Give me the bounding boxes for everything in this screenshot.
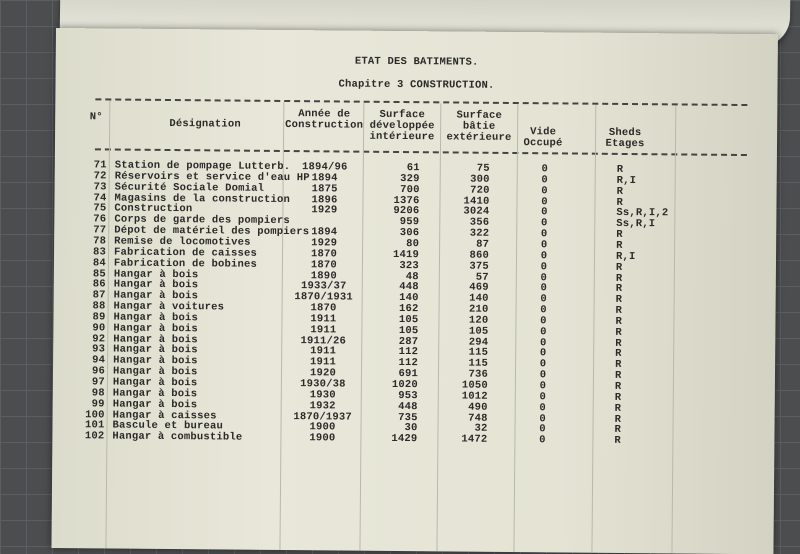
cell-year <box>279 216 369 217</box>
cell-surface-dev: 323 <box>399 259 419 272</box>
cell-year: 1900 <box>309 432 336 445</box>
col-header-year: Année de Construction <box>285 108 364 132</box>
cell-no: 102 <box>84 430 105 443</box>
col-header-designation: Désignation <box>169 117 241 131</box>
col-header-surface-dev: Surface développée intérieure <box>369 108 435 144</box>
col-header-surface-batie: Surface bâtie extérieure <box>446 109 512 144</box>
cell-surface-batie: 1472 <box>461 433 488 447</box>
col-header-vide: Vide Occupé <box>523 126 563 150</box>
cell-surface-batie: 375 <box>469 260 489 273</box>
header-top-rule <box>95 98 748 107</box>
col-header-no: N° <box>89 111 103 124</box>
col-header-sheds: Sheds Etages <box>605 126 645 151</box>
cell-sheds: R <box>614 435 621 448</box>
cell-designation: Hangar à combustible <box>112 430 243 444</box>
cell-surface-dev: 1429 <box>391 433 418 446</box>
document-page: ETAT DES BATIMENTS. Chapitre 3 CONSTRUCT… <box>51 28 778 554</box>
page-title: ETAT DES BATIMENTS. <box>354 55 479 69</box>
page-subtitle: Chapitre 3 CONSTRUCTION. <box>338 78 495 92</box>
cell-vide: 0 <box>539 434 546 447</box>
